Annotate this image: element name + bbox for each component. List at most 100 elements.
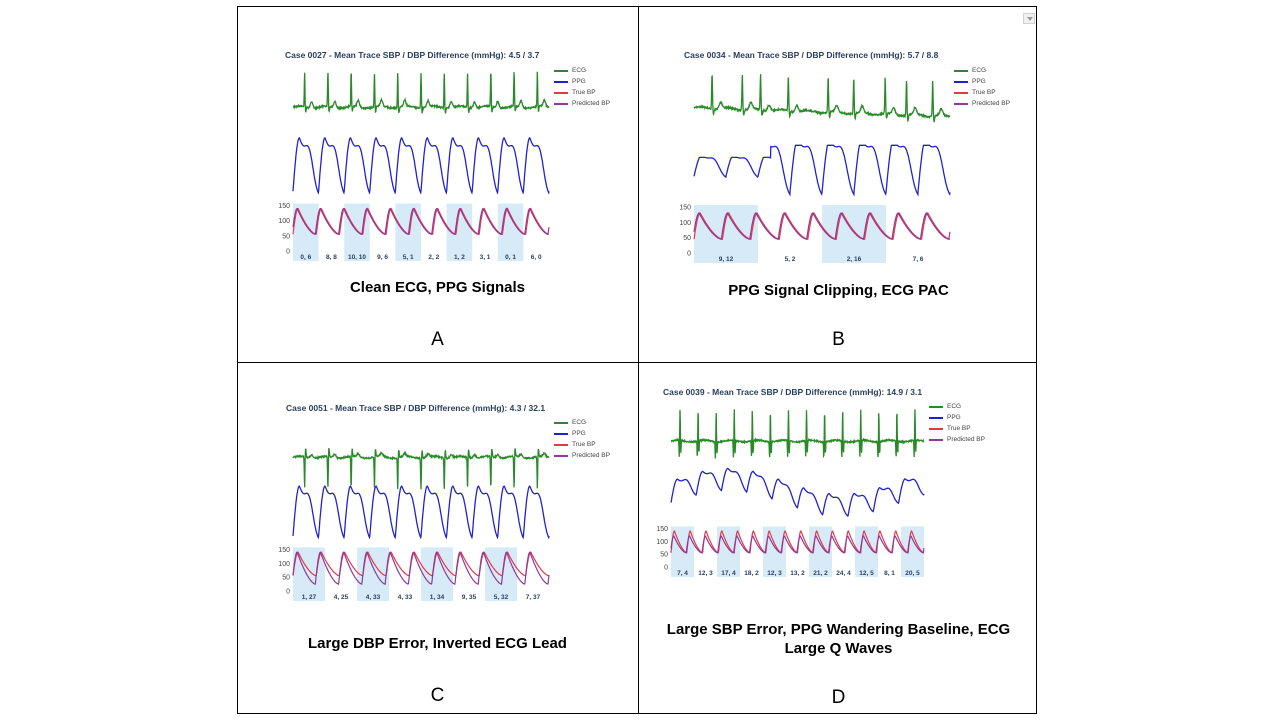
beat-diff-label: 12, 3 [767,570,782,577]
beat-diff-label: 2, 2 [428,254,439,261]
y-tick-label: 100 [278,218,290,225]
y-tick-label: 0 [687,251,691,258]
legend-item-predicted-bp[interactable]: Predicted BP [554,450,610,461]
panel-c: Case 0051 - Mean Trace SBP / DBP Differe… [238,363,637,716]
beat-diff-label: 5, 1 [403,254,414,261]
case-title: Case 0034 - Mean Trace SBP / DBP Differe… [684,50,939,60]
panel-caption: Large SBP Error, PPG Wandering Baseline,… [666,621,1011,657]
panel-letter: C [430,685,445,706]
legend-item-ecg[interactable]: ECG [954,65,1010,76]
predicted-bp-swatch [929,438,943,441]
beat-diff-label: 12, 3 [698,570,713,577]
legend: ECG PPG True BP Predicted BP [929,401,985,445]
legend-item-ecg[interactable]: ECG [554,417,610,428]
beat-band [485,547,517,601]
beat-band [357,547,389,601]
beat-band [855,526,878,577]
case-title: Case 0051 - Mean Trace SBP / DBP Differe… [286,403,546,413]
ppg-trace [693,144,951,197]
legend-item-ppg[interactable]: PPG [929,412,985,423]
true-bp-trace [292,551,549,577]
signal-plot[interactable]: 150 100 50 0 0, 6 8, 8 10, 10 9, 6 5, 1 2, 2 1, 2 3… [278,62,553,267]
beat-band [822,204,886,263]
predicted-bp-trace [670,535,925,554]
beat-band [421,547,453,601]
beat-diff-label: 0, 1 [505,254,516,261]
ecg-trace [693,74,951,123]
panel-letter: A [431,329,444,350]
y-tick-label: 0 [286,589,290,596]
true-bp-trace [670,529,924,554]
y-tick-label: 50 [660,552,668,559]
ecg-swatch [929,405,943,408]
legend-item-true-bp[interactable]: True BP [954,87,1010,98]
beat-diff-label: 10, 10 [348,254,366,261]
true-bp-swatch [929,427,943,430]
figure-grid: Case 0027 - Mean Trace SBP / DBP Differe… [237,6,1037,714]
predicted-bp-trace [292,551,550,586]
beat-diff-label: 17, 4 [721,570,736,577]
beat-diff-label: 4, 25 [334,594,349,601]
beat-diff-label: 9, 6 [377,254,388,261]
legend-item-true-bp[interactable]: True BP [554,439,610,450]
y-tick-label: 100 [278,561,290,568]
legend-item-ecg[interactable]: ECG [554,65,610,76]
legend-item-ecg[interactable]: ECG [929,401,985,412]
ppg-swatch [554,80,568,83]
beat-diff-label: 8, 1 [884,570,895,577]
beat-diff-label: 18, 2 [744,570,759,577]
legend-item-ppg[interactable]: PPG [954,76,1010,87]
panel-caption: PPG Signal Clipping, ECG PAC [728,282,949,299]
beat-diff-label: 1, 2 [454,254,465,261]
beat-diff-label: 21, 2 [813,570,828,577]
true-bp-swatch [554,91,568,94]
legend-item-predicted-bp[interactable]: Predicted BP [954,98,1010,109]
beat-diff-label: 9, 12 [719,256,734,263]
panel-b: Case 0034 - Mean Trace SBP / DBP Differe… [639,7,1038,360]
y-tick-label: 0 [286,249,290,256]
panel-caption: Clean ECG, PPG Signals [349,279,526,296]
legend-item-true-bp[interactable]: True BP [554,87,610,98]
y-tick-label: 100 [679,220,691,227]
y-tick-label: 150 [656,526,668,533]
modebar-dropdown-icon[interactable] [1023,13,1035,24]
y-tick-label: 100 [656,539,668,546]
signal-plot[interactable]: 150 100 50 0 9, 12 5, 2 2, 16 7, 6 [679,62,954,269]
beat-band [293,203,319,261]
signal-plot[interactable]: 150 100 50 0 1, 27 4, 25 4, 33 4, 33 1, 34 9, 35 5… [278,415,553,607]
legend-item-ppg[interactable]: PPG [554,76,610,87]
beat-band [763,526,786,577]
ppg-swatch [554,432,568,435]
legend: ECG PPG True BP Predicted BP [554,65,610,109]
predicted-bp-swatch [954,102,968,105]
true-bp-swatch [554,443,568,446]
legend: ECG PPG True BP Predicted BP [554,417,610,461]
legend-item-ppg[interactable]: PPG [554,428,610,439]
horizontal-divider [238,362,1036,363]
legend-item-predicted-bp[interactable]: Predicted BP [554,98,610,109]
beat-diff-label: 2, 16 [847,256,862,263]
legend-item-true-bp[interactable]: True BP [929,423,985,434]
y-tick-label: 150 [679,204,691,211]
predicted-bp-swatch [554,454,568,457]
beat-diff-label: 7, 4 [677,570,688,577]
true-bp-trace [292,207,549,236]
legend-item-predicted-bp[interactable]: Predicted BP [929,434,985,445]
panel-letter: B [832,329,845,350]
panel-a: Case 0027 - Mean Trace SBP / DBP Differe… [238,7,637,360]
legend: ECG PPG True BP Predicted BP [954,65,1010,109]
y-tick-label: 150 [278,547,290,554]
beat-diff-label: 3, 1 [480,254,491,261]
case-title: Case 0027 - Mean Trace SBP / DBP Differe… [285,50,540,60]
signal-plot[interactable]: 150 100 50 0 7, 4 12, 3 17, 4 18, 2 12, 3 13, 2 21… [656,401,928,583]
true-bp-swatch [954,91,968,94]
beat-diff-label: 4, 33 [398,594,413,601]
beat-diff-label: 1, 34 [430,594,445,601]
vertical-divider [638,7,639,713]
ecg-trace [670,409,925,459]
panel-letter: D [831,687,846,708]
ppg-swatch [929,416,943,419]
y-tick-label: 150 [278,203,290,210]
beat-diff-label: 1, 27 [302,594,317,601]
y-tick-label: 50 [282,233,290,240]
